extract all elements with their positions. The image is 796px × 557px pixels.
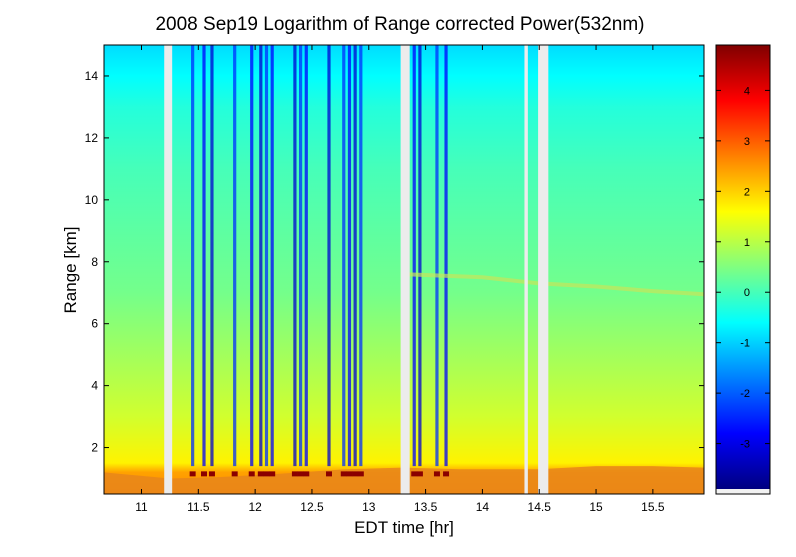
colorbar-tick-label: -3 xyxy=(740,439,750,451)
data-gap xyxy=(164,45,173,494)
boundary-layer-cloud-dots xyxy=(189,471,450,477)
cloud-streak xyxy=(293,45,297,467)
chart-title: 2008 Sep19 Logarithm of Range corrected … xyxy=(155,14,644,35)
cloud-streak xyxy=(359,45,363,467)
y-tick-label: 2 xyxy=(91,441,98,455)
colorbar-frame xyxy=(715,44,771,495)
cloud-streak xyxy=(347,45,352,467)
y-tick-label: 6 xyxy=(91,317,98,331)
colorbar-tick-label: -1 xyxy=(740,338,750,350)
cloud-streak xyxy=(210,45,214,467)
colorbar-tick-label: 4 xyxy=(744,85,750,97)
cloud-base-dot xyxy=(189,471,196,477)
cloud-base-dot xyxy=(257,471,264,477)
cloud-base-dot xyxy=(433,471,440,477)
y-tick-label: 14 xyxy=(85,69,99,83)
y-tick-label: 8 xyxy=(91,255,98,269)
thin-aerosol-layer xyxy=(402,272,704,297)
cloud-base-dot xyxy=(291,471,298,477)
cloud-streak xyxy=(327,45,331,467)
cloud-streak xyxy=(250,45,254,467)
colorbar-footer xyxy=(716,489,770,494)
plot-frame xyxy=(103,44,705,495)
cloud-streak xyxy=(233,45,237,467)
y-axis-label: Range [km] xyxy=(61,227,80,314)
colorbar-ticks: -3 -2 -1 0 1 2 3 4 xyxy=(716,85,770,451)
y-tick-label: 10 xyxy=(85,193,99,207)
colorbar-tick-label: 0 xyxy=(744,287,750,299)
x-tick-label: 12 xyxy=(248,500,262,514)
x-tick-label: 12.5 xyxy=(300,500,324,514)
x-tick-label: 14 xyxy=(476,500,490,514)
cloud-base-dot xyxy=(346,471,353,477)
cloud-base-dot xyxy=(443,471,450,477)
cloud-streak xyxy=(270,45,274,467)
colorbar-tick-label: 3 xyxy=(744,136,750,148)
cloud-streak xyxy=(191,45,195,467)
cloud-streak xyxy=(444,45,448,467)
data-gap xyxy=(400,45,410,494)
x-tick-label: 11 xyxy=(135,500,148,514)
y-tick-label: 12 xyxy=(85,131,99,145)
cloud-streak xyxy=(342,45,346,467)
y-axis: 2 4 6 8 10 12 14 xyxy=(85,69,704,455)
cloud-base-dot xyxy=(303,471,310,477)
colorbar-tick-label: 1 xyxy=(744,237,750,249)
cloud-streak xyxy=(298,45,303,467)
x-axis-label: EDT time [hr] xyxy=(354,518,454,537)
x-tick-label: 13 xyxy=(362,500,376,514)
cloud-streak-group xyxy=(191,45,448,467)
cloud-base-dot xyxy=(326,471,332,477)
y-tick-label: 4 xyxy=(91,379,98,393)
cloud-base-dot xyxy=(248,471,255,477)
cloud-streak xyxy=(412,45,416,467)
cloud-streak xyxy=(259,45,263,467)
x-tick-label: 11.5 xyxy=(187,500,210,514)
colorbar-tick-label: 2 xyxy=(744,186,750,198)
cloud-streak xyxy=(418,45,422,467)
x-tick-label: 15.5 xyxy=(641,500,665,514)
x-tick-label: 13.5 xyxy=(414,500,438,514)
data-gap xyxy=(538,45,549,494)
cloud-base-dot xyxy=(411,471,418,477)
colorbar-tick-label: -2 xyxy=(740,388,750,400)
plot-area xyxy=(104,45,704,494)
cloud-base-dot xyxy=(208,471,215,477)
data-gap xyxy=(524,45,528,494)
cloud-base-dot xyxy=(269,471,276,477)
cloud-streak xyxy=(435,45,439,467)
colorbar: -3 -2 -1 0 1 2 3 4 xyxy=(715,44,771,495)
data-gap-group xyxy=(164,45,549,494)
cloud-streak xyxy=(353,45,357,467)
cloud-base-dot xyxy=(340,471,347,477)
cloud-streak xyxy=(202,45,206,467)
cloud-streak xyxy=(264,45,269,467)
colorbar-gradient xyxy=(716,45,770,489)
cloud-streak xyxy=(304,45,308,467)
x-tick-label: 15 xyxy=(589,500,603,514)
x-tick-label: 14.5 xyxy=(528,500,552,514)
cloud-base-dot xyxy=(263,471,270,477)
cloud-base-dot xyxy=(297,471,304,477)
cloud-base-dot xyxy=(357,471,364,477)
x-axis: 11 11.5 12 12.5 13 13.5 14 14.5 15 15.5 xyxy=(135,45,665,514)
cloud-base-dot xyxy=(231,471,238,477)
cloud-base-dot xyxy=(416,471,423,477)
cloud-base-dot xyxy=(201,471,207,477)
cloud-base-dot xyxy=(352,471,359,477)
